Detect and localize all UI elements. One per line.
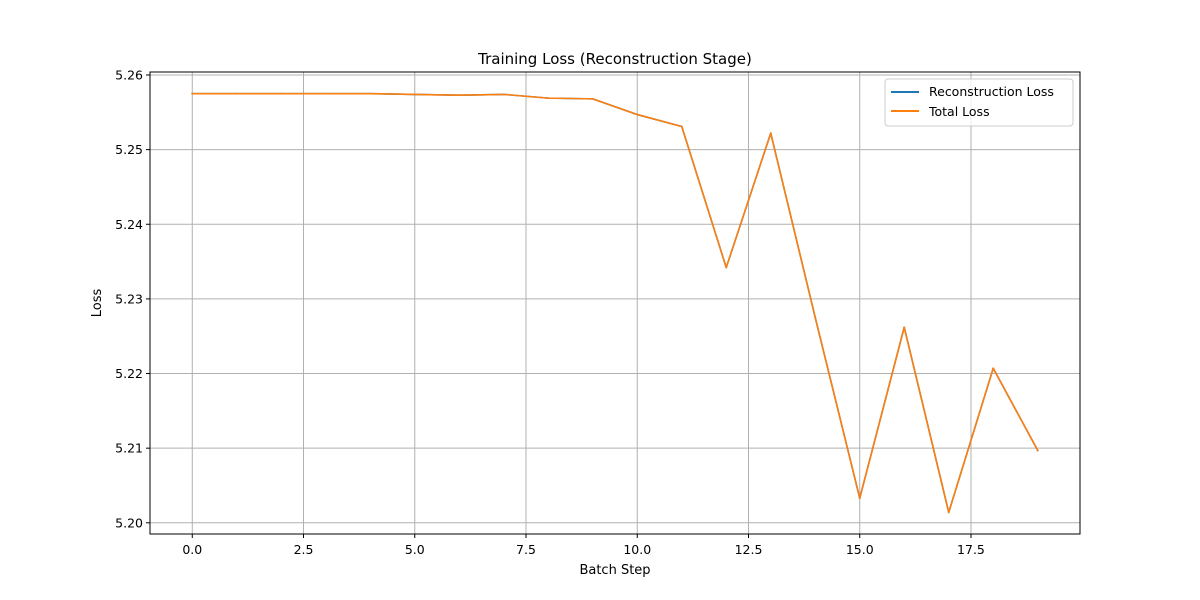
data-point xyxy=(547,97,550,100)
data-point xyxy=(413,93,416,96)
x-tick-label: 10.0 xyxy=(623,542,651,557)
x-tick-label: 2.5 xyxy=(294,542,314,557)
legend-box xyxy=(884,78,1074,127)
grid xyxy=(150,72,1080,534)
y-tick-label: 5.26 xyxy=(115,67,143,82)
axis-ticks: 0.0 2.5 5.0 7.5 10.0 12.5 15.0 17.5 5.20 5.21 5.22… xyxy=(115,67,985,557)
x-tick-label: 7.5 xyxy=(516,542,536,557)
data-point xyxy=(769,132,772,135)
x-tick-label: 15.0 xyxy=(846,542,874,557)
x-tick-label: 12.5 xyxy=(735,542,763,557)
x-tick-label: 17.5 xyxy=(957,542,985,557)
legend: Reconstruction Loss Total Loss xyxy=(884,78,1074,127)
data-point xyxy=(814,316,817,319)
y-tick-label: 5.23 xyxy=(115,291,143,306)
y-axis-label: Loss xyxy=(90,289,105,318)
data-point xyxy=(324,92,327,95)
series-line-total-loss xyxy=(191,92,1039,514)
data-point xyxy=(280,92,283,95)
data-point xyxy=(725,266,728,269)
data-point xyxy=(458,94,461,97)
x-tick-label: 5.0 xyxy=(405,542,425,557)
x-tick-label: 0.0 xyxy=(182,542,202,557)
legend-label-total-loss: Total Loss xyxy=(928,104,990,119)
y-tick-label: 5.21 xyxy=(115,441,143,456)
data-point xyxy=(591,97,594,100)
data-point xyxy=(903,326,906,329)
data-point xyxy=(992,367,995,370)
data-point xyxy=(858,497,861,500)
legend-label-reconstruction-loss: Reconstruction Loss xyxy=(929,84,1054,99)
x-axis-label: Batch Step xyxy=(579,563,650,578)
plot-frame xyxy=(149,71,1081,535)
y-tick-label: 5.24 xyxy=(115,217,143,232)
data-point xyxy=(235,92,238,95)
data-point xyxy=(502,93,505,96)
chart-title: Training Loss (Reconstruction Stage) xyxy=(477,50,752,68)
series-lines xyxy=(191,92,1039,514)
data-point xyxy=(636,113,639,116)
data-point xyxy=(191,92,194,95)
y-tick-label: 5.22 xyxy=(115,366,143,381)
y-tick-label: 5.20 xyxy=(115,515,143,530)
data-point xyxy=(369,92,372,95)
data-point xyxy=(947,511,950,514)
data-point xyxy=(680,125,683,128)
data-point xyxy=(1036,449,1039,452)
y-tick-label: 5.25 xyxy=(115,142,143,157)
